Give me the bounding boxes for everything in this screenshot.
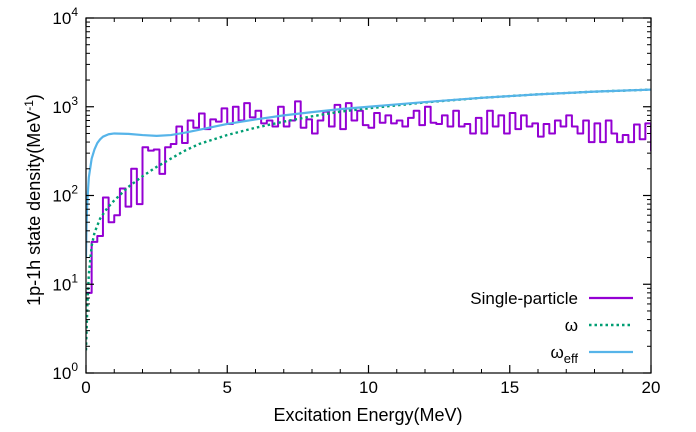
- legend-label-2: ω: [565, 316, 578, 335]
- y-tick-label-base: 10: [52, 187, 71, 206]
- x-tick-label: 5: [223, 378, 232, 397]
- y-axis-title-tail: ): [24, 94, 44, 100]
- legend-label-subscript: eff: [564, 351, 579, 366]
- y-tick-label: 102: [52, 183, 78, 206]
- y-tick-label-exp: 0: [71, 360, 78, 374]
- y-tick-label-base: 10: [52, 364, 71, 383]
- x-tick-label: 20: [642, 378, 661, 397]
- series-line-1: [86, 100, 651, 294]
- series-line-3: [86, 88, 651, 258]
- y-tick-label: 103: [52, 94, 78, 117]
- y-tick-label: 104: [52, 5, 78, 28]
- legend-label-1: Single-particle: [470, 289, 578, 308]
- y-axis-title: 1p-1h state density(MeV-1): [22, 94, 44, 306]
- y-tick-label-exp: 4: [71, 5, 78, 19]
- legend-label-text: ω: [551, 343, 564, 362]
- y-tick-label: 101: [52, 271, 78, 294]
- y-tick-label-base: 10: [52, 275, 71, 294]
- y-tick-label-base: 10: [52, 98, 71, 117]
- x-tick-label: 0: [81, 378, 90, 397]
- legend-label-text: Single-particle: [470, 289, 578, 308]
- x-axis-title: Excitation Energy(MeV): [273, 405, 462, 425]
- y-tick-label-base: 10: [52, 9, 71, 28]
- y-tick-label-exp: 3: [71, 94, 78, 108]
- legend-label-3: ωeff: [551, 343, 579, 366]
- y-tick-label-exp: 1: [71, 271, 78, 285]
- y-tick-label: 100: [52, 360, 78, 383]
- x-tick-label: 15: [500, 378, 519, 397]
- y-tick-label-exp: 2: [71, 183, 78, 197]
- series-layer: [86, 88, 651, 351]
- y-axis-title-base: 1p-1h state density(MeV: [24, 111, 44, 306]
- y-axis-title-sup: -1: [22, 100, 36, 111]
- legend-label-text: ω: [565, 316, 578, 335]
- series-line-2: [86, 88, 651, 351]
- x-tick-label: 10: [359, 378, 378, 397]
